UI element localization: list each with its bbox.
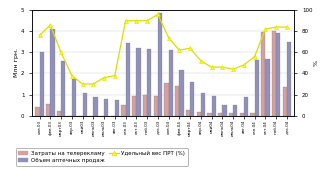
Bar bbox=[158, 13, 162, 116]
Bar bbox=[272, 31, 276, 116]
Bar bbox=[276, 33, 280, 116]
Bar bbox=[283, 87, 287, 116]
Bar bbox=[143, 95, 147, 116]
Bar bbox=[125, 43, 130, 116]
Bar bbox=[35, 107, 40, 116]
Bar bbox=[218, 114, 222, 116]
Bar bbox=[261, 32, 265, 116]
Bar bbox=[201, 94, 205, 116]
Bar bbox=[132, 96, 136, 116]
Bar bbox=[83, 94, 87, 116]
Bar bbox=[61, 61, 65, 116]
Bar bbox=[207, 114, 212, 116]
Bar bbox=[196, 112, 201, 116]
Bar bbox=[40, 52, 44, 116]
Bar bbox=[240, 114, 244, 116]
Bar bbox=[233, 105, 237, 116]
Bar bbox=[72, 79, 76, 116]
Bar bbox=[250, 114, 255, 116]
Bar bbox=[175, 86, 179, 116]
Bar bbox=[244, 97, 248, 116]
Bar bbox=[179, 70, 184, 116]
Bar bbox=[255, 60, 259, 116]
Bar bbox=[169, 50, 173, 116]
Bar bbox=[287, 42, 291, 116]
Bar bbox=[57, 111, 61, 116]
Bar bbox=[265, 59, 270, 116]
Bar bbox=[164, 83, 169, 116]
Y-axis label: Млн грн.: Млн грн. bbox=[14, 48, 20, 77]
Bar bbox=[121, 105, 125, 116]
Bar bbox=[154, 96, 158, 116]
Bar bbox=[104, 99, 108, 116]
Bar bbox=[147, 49, 151, 116]
Legend: Затраты на телерекламу, Объем аптечных продаж, Удельный вес ПРТ (%): Затраты на телерекламу, Объем аптечных п… bbox=[16, 148, 188, 166]
Bar bbox=[212, 96, 216, 116]
Y-axis label: %: % bbox=[314, 60, 319, 66]
Bar bbox=[222, 105, 227, 116]
Bar bbox=[93, 97, 98, 116]
Bar bbox=[190, 82, 194, 116]
Bar bbox=[46, 104, 50, 116]
Bar bbox=[186, 110, 190, 116]
Bar bbox=[115, 100, 119, 116]
Bar bbox=[50, 29, 55, 116]
Bar bbox=[229, 114, 233, 116]
Bar bbox=[136, 48, 140, 116]
